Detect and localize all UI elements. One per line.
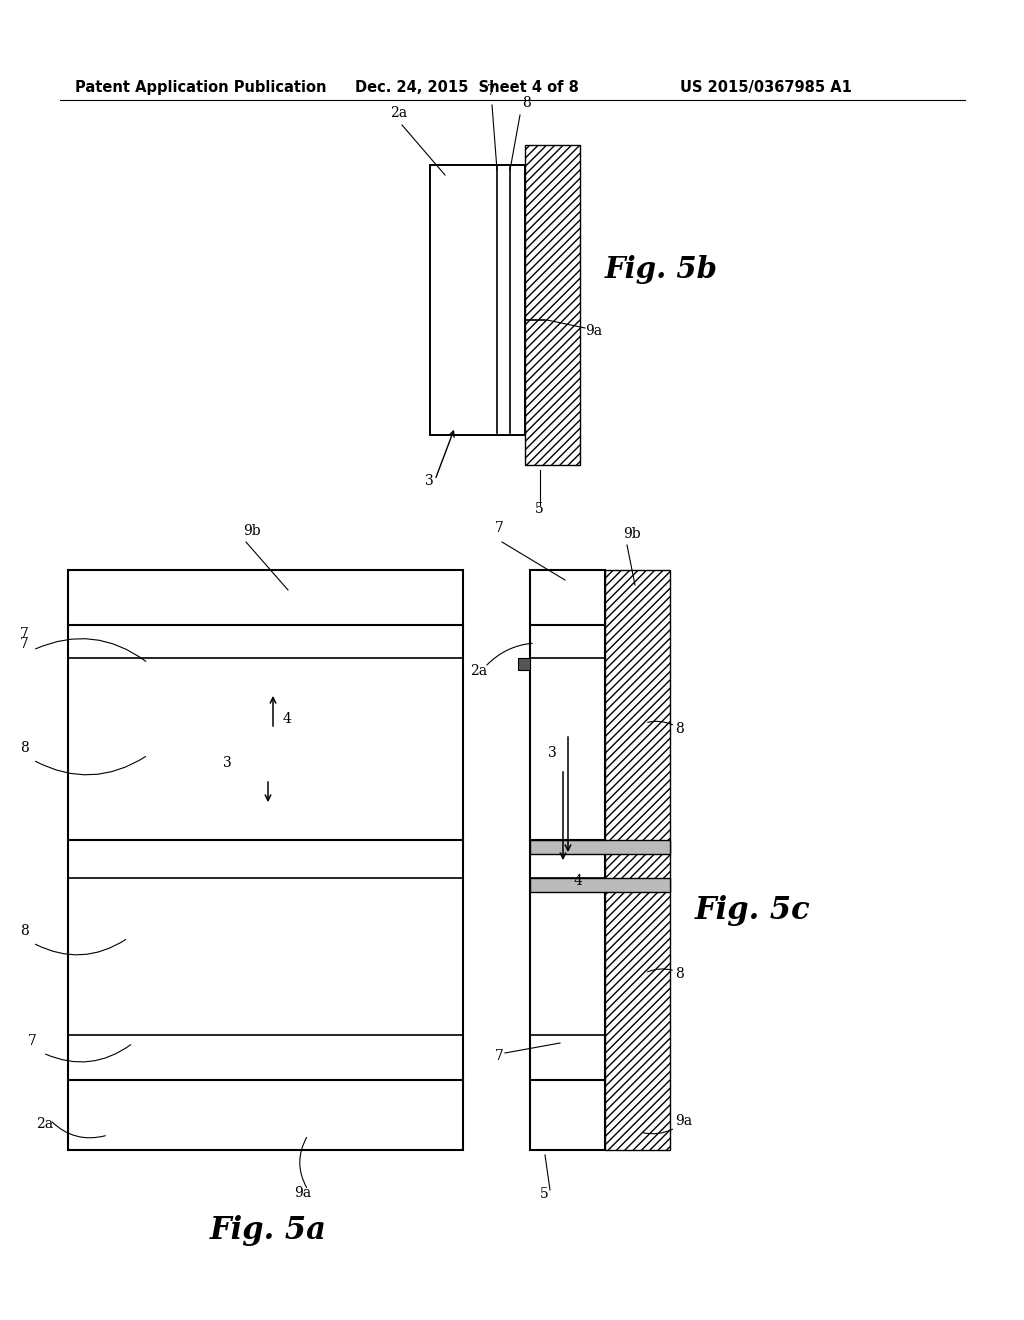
Text: 9a: 9a xyxy=(675,1114,692,1129)
Text: 4: 4 xyxy=(574,874,583,888)
Text: 2a: 2a xyxy=(470,664,487,678)
Text: 8: 8 xyxy=(675,968,684,981)
Text: 8: 8 xyxy=(20,741,29,755)
Text: 9a: 9a xyxy=(294,1185,311,1200)
Text: 7: 7 xyxy=(20,627,29,642)
Text: Fig. 5c: Fig. 5c xyxy=(695,895,811,925)
Bar xyxy=(68,570,463,1150)
Text: 3: 3 xyxy=(548,746,557,760)
Text: 3: 3 xyxy=(223,756,231,770)
Text: 5: 5 xyxy=(535,502,544,516)
Text: 4: 4 xyxy=(283,711,292,726)
Text: 7: 7 xyxy=(495,1049,504,1063)
Text: 7: 7 xyxy=(487,84,496,98)
Text: 2a: 2a xyxy=(36,1117,53,1131)
Text: Patent Application Publication: Patent Application Publication xyxy=(75,81,327,95)
Text: Dec. 24, 2015  Sheet 4 of 8: Dec. 24, 2015 Sheet 4 of 8 xyxy=(355,81,579,95)
Text: 9b: 9b xyxy=(243,524,261,539)
Text: US 2015/0367985 A1: US 2015/0367985 A1 xyxy=(680,81,852,95)
Bar xyxy=(605,570,670,1150)
Text: Fig. 5b: Fig. 5b xyxy=(605,256,718,285)
Text: 8: 8 xyxy=(20,924,29,939)
Bar xyxy=(525,145,580,465)
Bar xyxy=(430,165,525,436)
Text: 8: 8 xyxy=(675,722,684,737)
Bar xyxy=(518,657,530,671)
Bar xyxy=(530,878,670,892)
Text: 7: 7 xyxy=(28,1034,37,1048)
Text: 7: 7 xyxy=(20,638,29,651)
Text: 8: 8 xyxy=(522,96,530,110)
Bar xyxy=(530,840,670,854)
Text: Fig. 5a: Fig. 5a xyxy=(210,1214,327,1246)
Bar xyxy=(530,570,605,1150)
Text: 3: 3 xyxy=(425,474,434,488)
Text: 9b: 9b xyxy=(623,527,641,541)
Text: 9a: 9a xyxy=(585,323,602,338)
Text: 5: 5 xyxy=(540,1187,549,1201)
Text: 7: 7 xyxy=(495,521,504,535)
Text: 2a: 2a xyxy=(390,106,408,120)
